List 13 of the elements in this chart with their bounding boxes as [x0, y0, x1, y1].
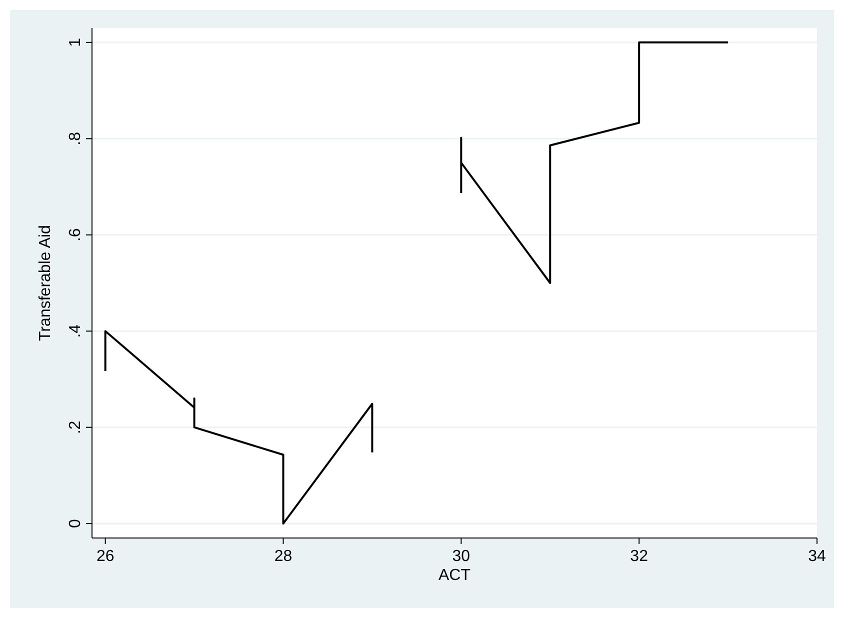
- x-tick-label: 30: [452, 548, 470, 565]
- y-tick-label: .4: [67, 324, 84, 338]
- x-tick-label: 26: [96, 548, 114, 565]
- y-axis-title: Transferable Aid: [37, 225, 54, 341]
- x-tick-label: 32: [630, 548, 648, 565]
- y-tick-label: 1: [67, 38, 84, 47]
- x-tick-label: 28: [274, 548, 292, 565]
- y-tick-label: 0: [67, 519, 84, 528]
- x-tick-label: 34: [808, 548, 826, 565]
- y-tick-label: .8: [67, 132, 84, 146]
- y-tick-label: .6: [67, 228, 84, 242]
- x-axis-title: ACT: [438, 567, 471, 584]
- y-tick-label: .2: [67, 420, 84, 434]
